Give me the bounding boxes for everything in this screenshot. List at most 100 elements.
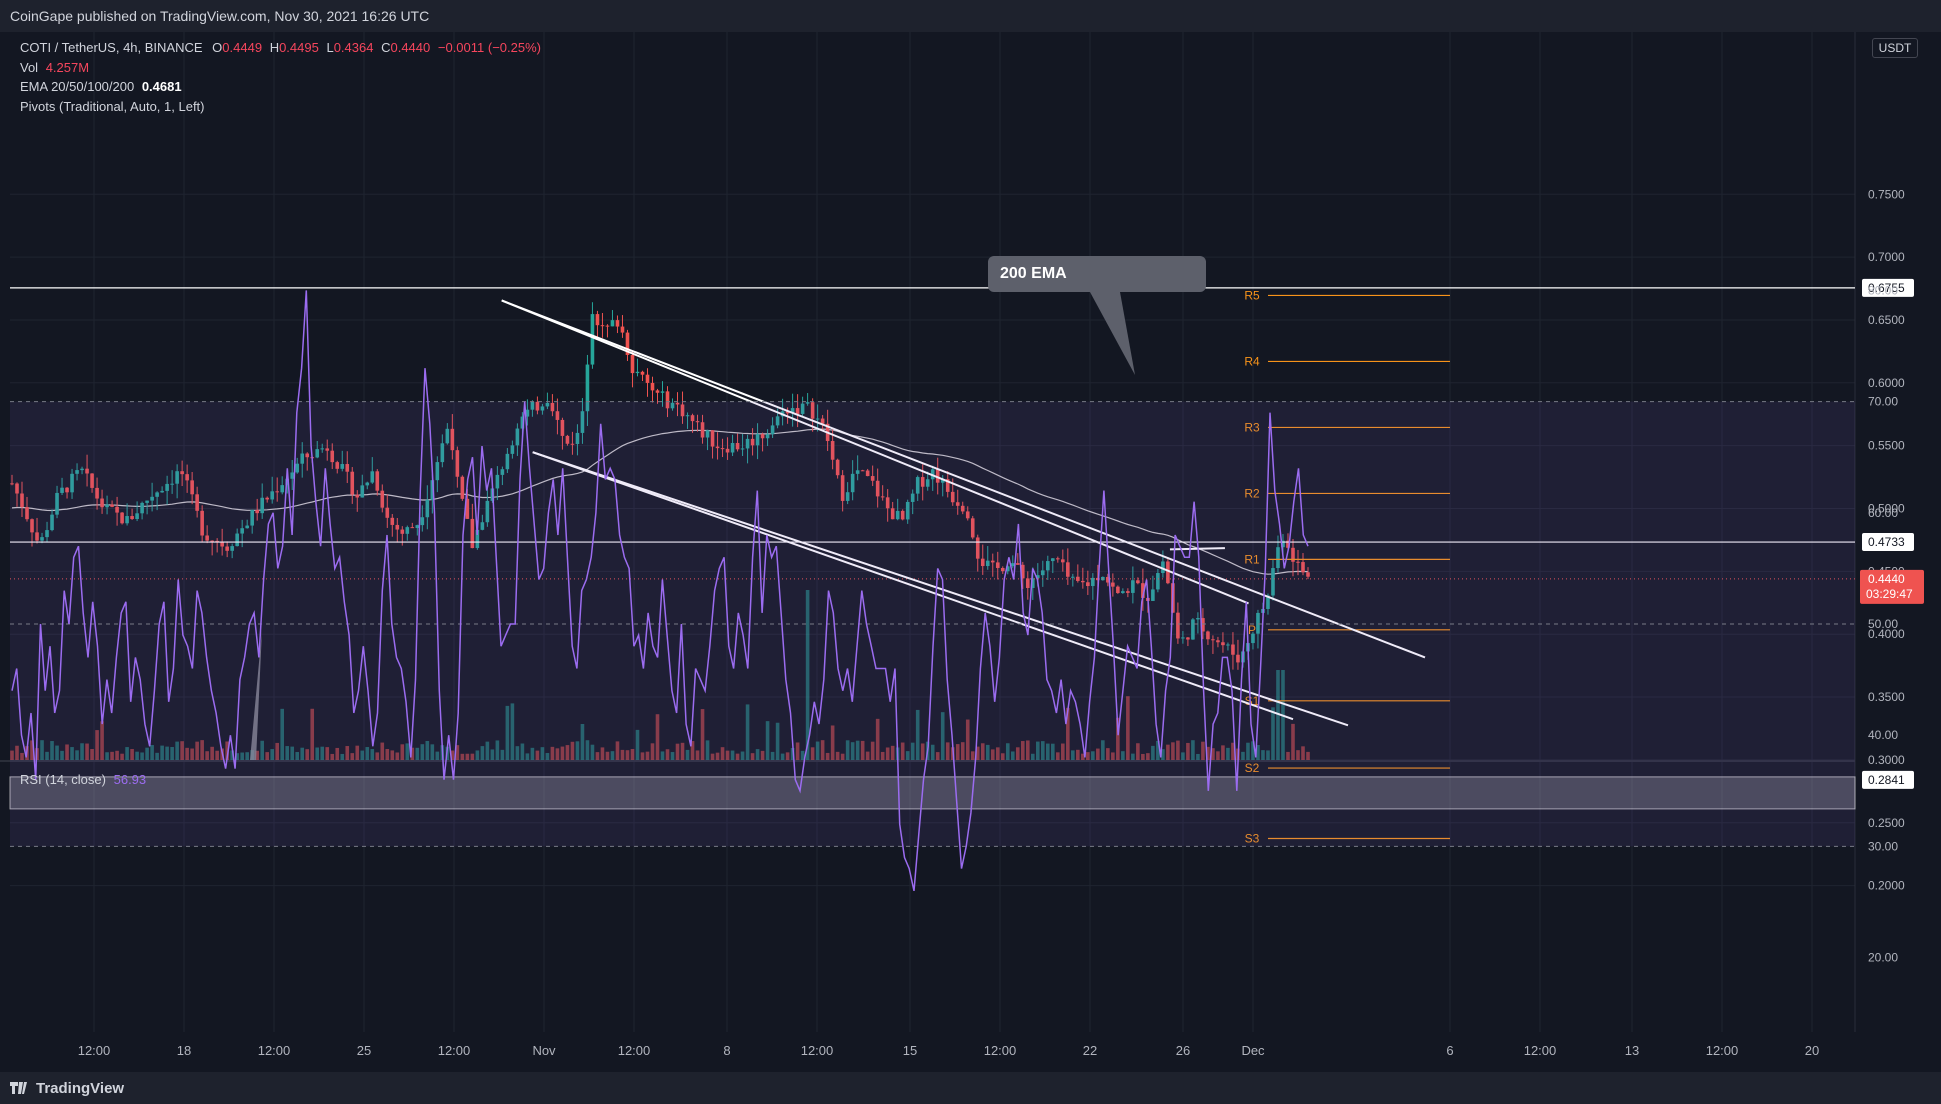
- candle-body: [440, 443, 445, 463]
- volume-bar: [890, 745, 895, 760]
- volume-bar: [115, 750, 119, 760]
- volume-bar: [780, 753, 785, 760]
- ema-label: EMA 20/50/100/200: [20, 79, 135, 94]
- volume-bar: [840, 753, 845, 760]
- volume-bar: [230, 750, 234, 760]
- candle-body: [995, 562, 1000, 568]
- volume-bar: [640, 752, 645, 760]
- volume-bar: [225, 741, 229, 760]
- candle-body: [1131, 580, 1135, 593]
- volume-bar: [645, 751, 650, 760]
- pivot-label: P: [1248, 623, 1256, 637]
- candle-body: [355, 494, 360, 498]
- candle-body: [205, 535, 209, 541]
- volume-bar: [1040, 741, 1045, 760]
- volume-bar: [710, 753, 715, 760]
- candle-body: [265, 497, 269, 500]
- price-tick: 0.3000: [1868, 753, 1905, 767]
- volume-bar: [340, 753, 345, 760]
- candle-body: [945, 479, 950, 492]
- change-value: −0.0011 (−0.25%): [437, 40, 541, 55]
- volume-bar: [215, 750, 219, 760]
- volume-bar: [825, 752, 830, 760]
- time-tick: 12:00: [258, 1043, 291, 1058]
- volume-bar: [90, 748, 94, 760]
- volume-bar: [70, 747, 74, 760]
- candle-body: [270, 491, 275, 500]
- volume-bar: [1061, 743, 1065, 760]
- candle-body: [210, 540, 214, 542]
- price-tag-text: 0.4733: [1868, 535, 1905, 549]
- candle-body: [905, 501, 910, 520]
- price-tag: [1862, 278, 1914, 297]
- volume-bar: [805, 590, 810, 760]
- low-value: 0.4364: [333, 40, 374, 55]
- candle-body: [690, 415, 695, 422]
- volume-bar: [255, 750, 259, 760]
- candle-body: [475, 529, 480, 549]
- volume-bar: [690, 741, 695, 760]
- candle-body: [1056, 558, 1060, 560]
- candle-body: [385, 507, 390, 518]
- candle-body: [675, 402, 680, 405]
- volume-bar: [775, 722, 780, 760]
- volume-bar: [1151, 745, 1155, 760]
- candle-body: [1066, 562, 1070, 577]
- tradingview-logo[interactable]: TradingView: [10, 1080, 124, 1097]
- candle-body: [770, 425, 775, 435]
- candle-body: [100, 498, 104, 508]
- volume-bar: [675, 743, 680, 760]
- candle-body: [110, 504, 114, 507]
- volume-bar: [975, 746, 980, 760]
- volume-bar: [670, 752, 675, 760]
- legend-pivots: Pivots (Traditional, Auto, 1, Left): [20, 97, 541, 117]
- volume-bar: [500, 749, 505, 760]
- candle-body: [550, 402, 555, 412]
- tradingview-text: TradingView: [36, 1080, 125, 1097]
- candle-body: [580, 411, 585, 433]
- volume-bar: [930, 744, 935, 760]
- volume-bar: [415, 747, 420, 760]
- volume-bar: [855, 740, 860, 760]
- candle-body: [635, 371, 640, 374]
- volume-bar: [105, 752, 109, 760]
- candle-body: [315, 449, 320, 458]
- candle-body: [260, 497, 264, 514]
- volume-bar: [865, 751, 870, 760]
- volume-bar: [180, 741, 184, 760]
- volume-bar: [755, 749, 760, 760]
- time-tick: 12:00: [618, 1043, 651, 1058]
- candle-body: [735, 442, 740, 450]
- volume-bar: [120, 753, 124, 760]
- volume-bar: [965, 719, 970, 760]
- volume-bar: [980, 743, 985, 760]
- currency-label[interactable]: USDT: [1872, 38, 1918, 58]
- volume-bar: [1186, 742, 1190, 760]
- candle-body: [610, 320, 615, 327]
- candle-body: [240, 528, 244, 534]
- time-tick: Nov: [532, 1043, 556, 1058]
- time-tick: 12:00: [801, 1043, 834, 1058]
- candle-body: [1231, 644, 1235, 655]
- candle-body: [290, 472, 295, 479]
- volume-bar: [380, 742, 385, 760]
- candle-body: [1151, 589, 1155, 601]
- volume-bar: [95, 730, 99, 760]
- ema-200-line: [11, 428, 1309, 575]
- candle-body: [625, 332, 630, 355]
- rsi-value: 56.93: [113, 772, 147, 787]
- legend-ohlc: COTI / TetherUS, 4h, BINANCE O0.4449 H0.…: [20, 38, 541, 58]
- candle-body: [320, 448, 325, 450]
- candle-body: [620, 326, 625, 333]
- volume-bar: [1015, 747, 1020, 760]
- ema-callout: [250, 292, 1135, 760]
- candle-body: [920, 477, 925, 487]
- candle-body: [560, 419, 565, 436]
- volume-bar: [600, 747, 605, 760]
- time-tick: 26: [1176, 1043, 1190, 1058]
- candle-body: [555, 411, 560, 420]
- candle-body: [1296, 561, 1300, 563]
- horizontal-levels: [10, 287, 1855, 580]
- candle-body: [1221, 642, 1225, 646]
